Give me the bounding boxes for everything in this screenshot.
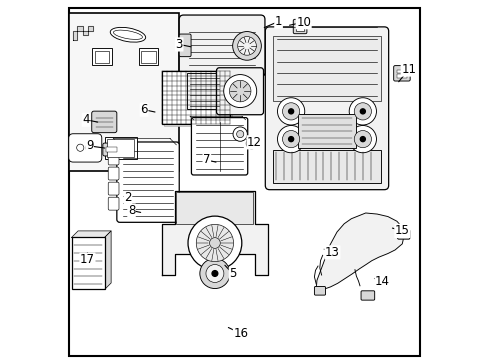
Bar	[396, 74, 406, 78]
Circle shape	[360, 136, 365, 141]
Bar	[139, 48, 158, 65]
Bar	[273, 36, 380, 100]
FancyBboxPatch shape	[179, 15, 264, 77]
Circle shape	[205, 265, 224, 283]
Circle shape	[282, 103, 299, 120]
Bar	[163, 73, 231, 126]
Bar	[396, 69, 406, 73]
FancyBboxPatch shape	[179, 34, 191, 57]
Polygon shape	[104, 231, 111, 289]
FancyBboxPatch shape	[92, 111, 117, 133]
Circle shape	[233, 127, 247, 141]
Text: 10: 10	[296, 16, 310, 29]
Bar	[106, 147, 117, 152]
FancyBboxPatch shape	[108, 197, 119, 210]
Circle shape	[288, 136, 293, 141]
Bar	[273, 150, 380, 183]
FancyBboxPatch shape	[265, 27, 388, 190]
Circle shape	[277, 98, 304, 125]
Bar	[92, 48, 112, 65]
Circle shape	[200, 258, 229, 289]
Circle shape	[353, 103, 371, 120]
Text: 2: 2	[124, 192, 131, 204]
Text: 11: 11	[401, 63, 415, 76]
Circle shape	[209, 238, 220, 248]
Circle shape	[277, 126, 304, 153]
Polygon shape	[316, 213, 403, 292]
FancyBboxPatch shape	[393, 66, 409, 81]
Circle shape	[237, 37, 256, 55]
Bar	[296, 27, 304, 31]
Text: 12: 12	[246, 136, 262, 149]
FancyBboxPatch shape	[117, 142, 179, 222]
Circle shape	[360, 109, 365, 114]
Text: 3: 3	[175, 38, 183, 51]
Text: 6: 6	[140, 103, 147, 116]
Circle shape	[288, 109, 293, 114]
Circle shape	[348, 126, 376, 153]
Ellipse shape	[113, 30, 142, 39]
Text: 4: 4	[82, 113, 90, 126]
FancyBboxPatch shape	[314, 287, 325, 295]
Circle shape	[232, 32, 261, 60]
Bar	[94, 50, 109, 63]
Polygon shape	[72, 231, 111, 237]
Bar	[141, 50, 156, 63]
Text: 17: 17	[80, 253, 95, 266]
Polygon shape	[162, 191, 267, 275]
FancyBboxPatch shape	[397, 230, 409, 239]
Bar	[187, 73, 215, 109]
Ellipse shape	[110, 27, 145, 42]
FancyBboxPatch shape	[216, 68, 263, 115]
Text: 8: 8	[127, 204, 135, 217]
Circle shape	[249, 141, 254, 146]
Bar	[104, 137, 137, 159]
Circle shape	[246, 138, 257, 149]
Bar	[107, 139, 134, 157]
FancyBboxPatch shape	[293, 19, 306, 34]
Text: 15: 15	[394, 224, 409, 238]
FancyBboxPatch shape	[108, 167, 119, 180]
Circle shape	[196, 224, 233, 262]
Circle shape	[282, 131, 299, 148]
Text: 14: 14	[374, 275, 389, 288]
FancyBboxPatch shape	[191, 118, 247, 175]
Circle shape	[187, 216, 241, 270]
Text: 16: 16	[233, 327, 248, 340]
Circle shape	[353, 131, 371, 148]
Text: 9: 9	[86, 139, 93, 152]
Bar	[298, 114, 355, 148]
Bar	[162, 71, 230, 125]
FancyBboxPatch shape	[108, 152, 119, 165]
Circle shape	[229, 80, 250, 102]
Bar	[296, 23, 304, 27]
Bar	[176, 193, 253, 225]
FancyBboxPatch shape	[69, 134, 102, 162]
Text: 13: 13	[324, 246, 339, 259]
Circle shape	[348, 98, 376, 125]
Text: 1: 1	[274, 15, 282, 28]
Circle shape	[212, 271, 217, 276]
FancyBboxPatch shape	[108, 182, 119, 195]
Text: 5: 5	[229, 267, 236, 280]
Circle shape	[223, 75, 256, 108]
Bar	[69, 13, 179, 171]
Text: 7: 7	[203, 153, 210, 166]
Circle shape	[236, 131, 244, 138]
FancyBboxPatch shape	[360, 291, 374, 300]
Bar	[72, 237, 104, 289]
FancyBboxPatch shape	[102, 143, 121, 156]
Polygon shape	[73, 26, 93, 40]
